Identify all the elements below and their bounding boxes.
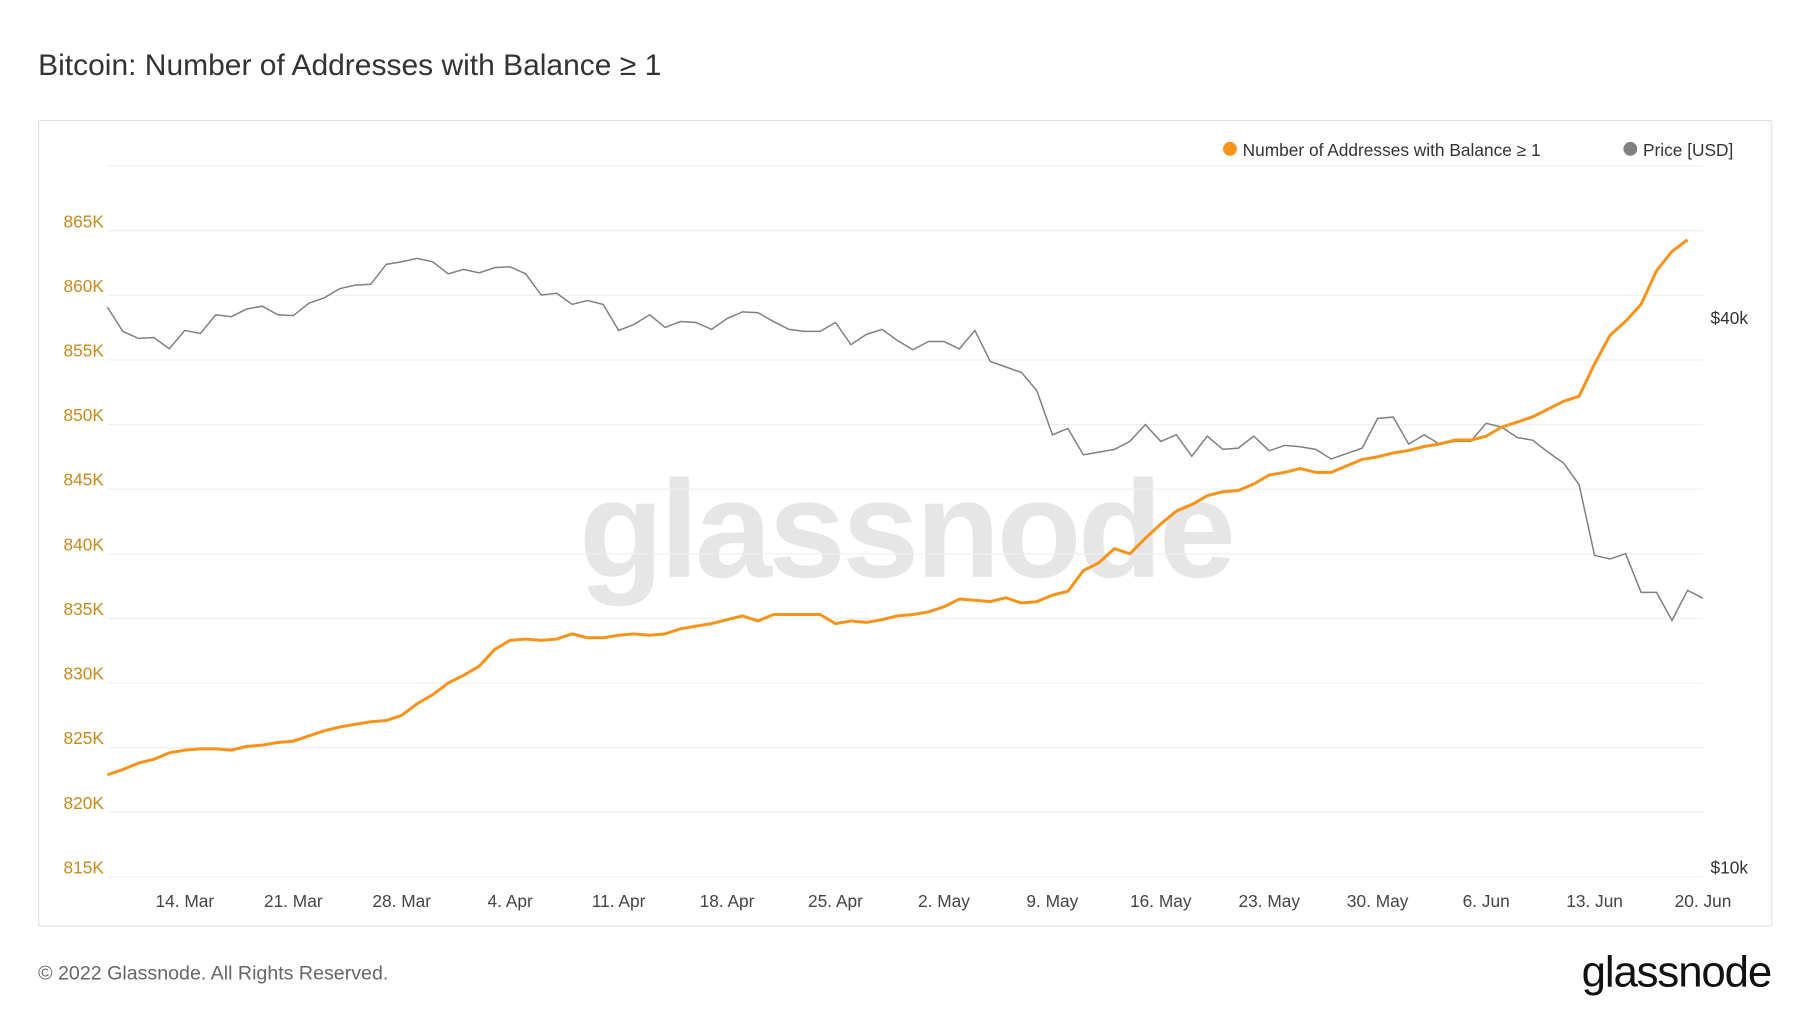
series-line-addresses xyxy=(106,238,1689,777)
x-tick-label: 9. May xyxy=(1026,891,1078,911)
x-tick-label: 21. Mar xyxy=(264,891,323,911)
right-axis: $10k $40k xyxy=(1710,308,1748,877)
y-tick-label: 865K xyxy=(64,211,105,231)
x-tick-label: 2. May xyxy=(918,891,970,911)
x-tick-label: 20. Jun xyxy=(1675,891,1732,911)
y-tick-label: 840K xyxy=(64,534,105,554)
y-tick-label: 815K xyxy=(64,857,105,877)
left-axis: 815K 820K 825K 830K 835K 840K 845K 850K 855K 860K… xyxy=(64,211,105,877)
legend: Number of Addresses with Balance ≥ 1 Pri… xyxy=(1223,140,1733,160)
x-tick-label: 18. Apr xyxy=(700,891,755,911)
x-tick-label: 25. Apr xyxy=(808,891,863,911)
y-tick-label: 850K xyxy=(64,405,105,425)
y-tick-label: 855K xyxy=(64,341,105,361)
x-tick-label: 6. Jun xyxy=(1463,891,1510,911)
gridlines xyxy=(107,165,1704,878)
y-tick-label: 830K xyxy=(64,664,105,684)
x-tick-label: 14. Mar xyxy=(156,891,215,911)
y-tick-label: 820K xyxy=(64,793,105,813)
legend-marker xyxy=(1223,141,1237,156)
x-tick-label: 23. May xyxy=(1238,891,1300,911)
y-tick-label: 835K xyxy=(64,599,105,619)
plot-frame xyxy=(38,119,1773,927)
series-line-price xyxy=(106,257,1704,622)
x-tick-label: 16. May xyxy=(1130,891,1192,911)
glassnode-logo: glassnode xyxy=(1582,947,1771,996)
legend-item-addresses[interactable]: Number of Addresses with Balance ≥ 1 xyxy=(1223,140,1541,160)
legend-marker xyxy=(1623,141,1638,156)
x-tick-label: 30. May xyxy=(1347,891,1409,911)
x-axis: 14. Mar 21. Mar 28. Mar 4. Apr 11. Apr 18. Ap… xyxy=(156,891,1732,911)
legend-item-price[interactable]: Price [USD] xyxy=(1623,140,1733,160)
right-tick-label: $40k xyxy=(1710,308,1748,328)
legend-label: Number of Addresses with Balance ≥ 1 xyxy=(1243,140,1541,160)
y-tick-label: 825K xyxy=(64,728,105,748)
y-tick-label: 860K xyxy=(64,276,105,296)
x-tick-label: 13. Jun xyxy=(1566,891,1623,911)
copyright-footer: © 2022 Glassnode. All Rights Reserved. xyxy=(38,963,388,985)
x-tick-label: 4. Apr xyxy=(488,891,533,911)
x-tick-label: 11. Apr xyxy=(592,891,646,911)
x-tick-label: 28. Mar xyxy=(372,891,431,911)
right-tick-label: $10k xyxy=(1710,857,1748,877)
y-tick-label: 845K xyxy=(64,470,105,490)
chart-title: Bitcoin: Number of Addresses with Balanc… xyxy=(38,49,661,82)
legend-label: Price [USD] xyxy=(1643,140,1733,160)
watermark: glassnode xyxy=(579,453,1233,607)
